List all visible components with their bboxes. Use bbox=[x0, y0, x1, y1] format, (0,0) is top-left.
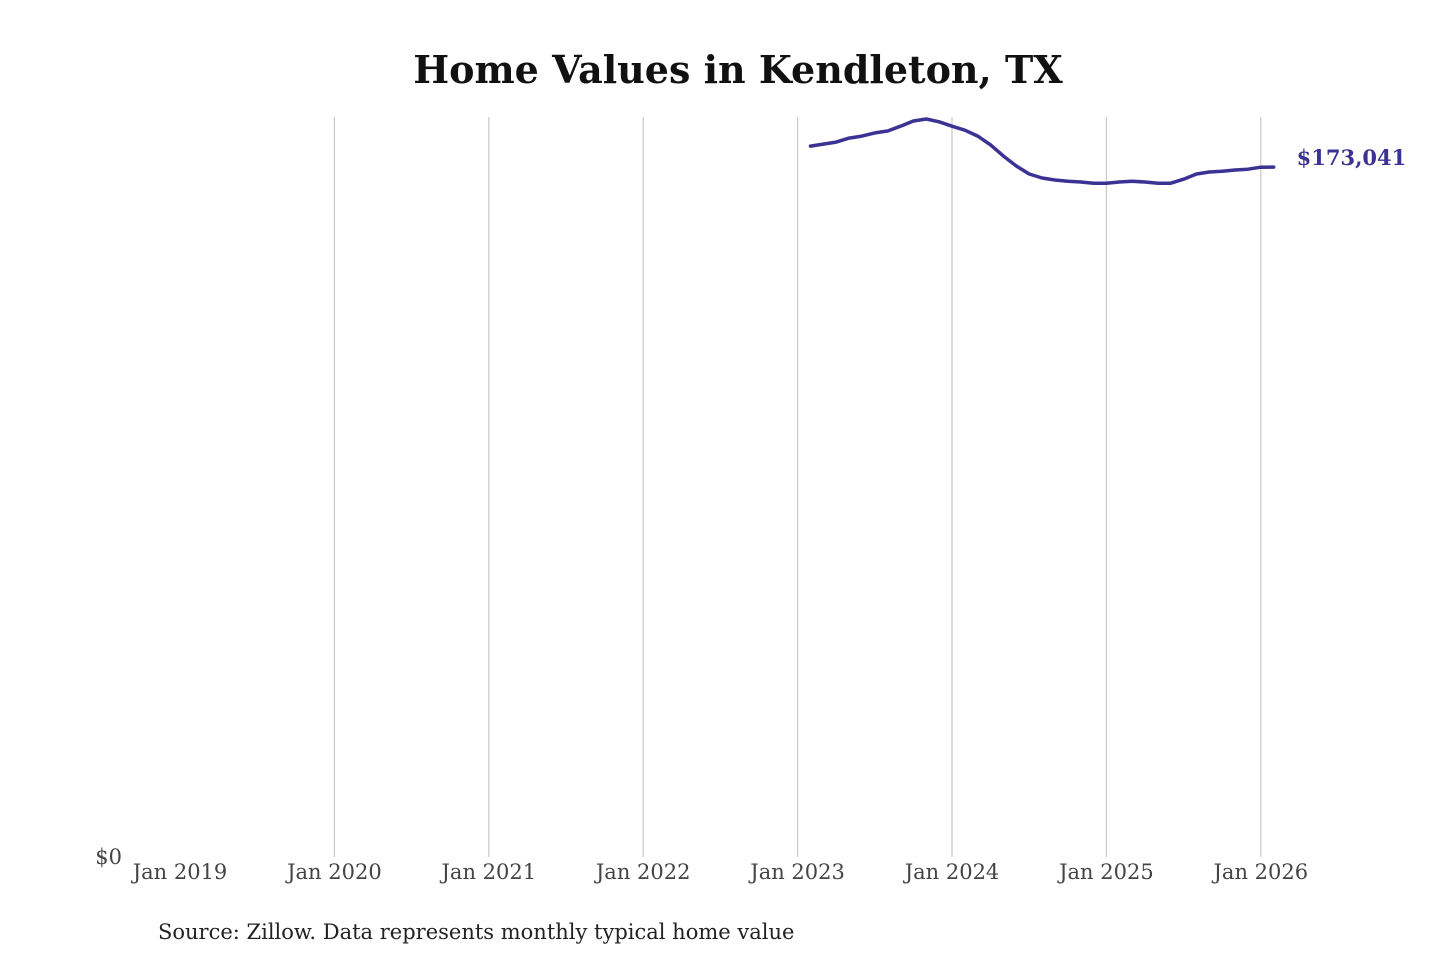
source-note: Source: Zillow. Data represents monthly … bbox=[158, 920, 794, 944]
x-tick-label: Jan 2019 bbox=[131, 860, 228, 884]
x-tick-label: Jan 2024 bbox=[903, 860, 1000, 884]
x-tick-label: Jan 2022 bbox=[594, 860, 691, 884]
x-tick-label: Jan 2020 bbox=[285, 860, 382, 884]
x-tick-label: Jan 2021 bbox=[440, 860, 537, 884]
series-line bbox=[808, 117, 1276, 185]
gridlines bbox=[333, 117, 1262, 857]
x-tick-label: Jan 2026 bbox=[1212, 860, 1309, 884]
x-axis-ticks: Jan 2019 Jan 2020 Jan 2021 Jan 2022 Jan 2023… bbox=[131, 860, 1308, 884]
chart-title: Home Values in Kendleton, TX bbox=[413, 47, 1063, 92]
y-tick-label: $0 bbox=[95, 845, 122, 869]
x-tick-label: Jan 2023 bbox=[748, 860, 845, 884]
x-tick-label: Jan 2025 bbox=[1057, 860, 1154, 884]
end-value-label: $173,041 bbox=[1297, 145, 1407, 170]
